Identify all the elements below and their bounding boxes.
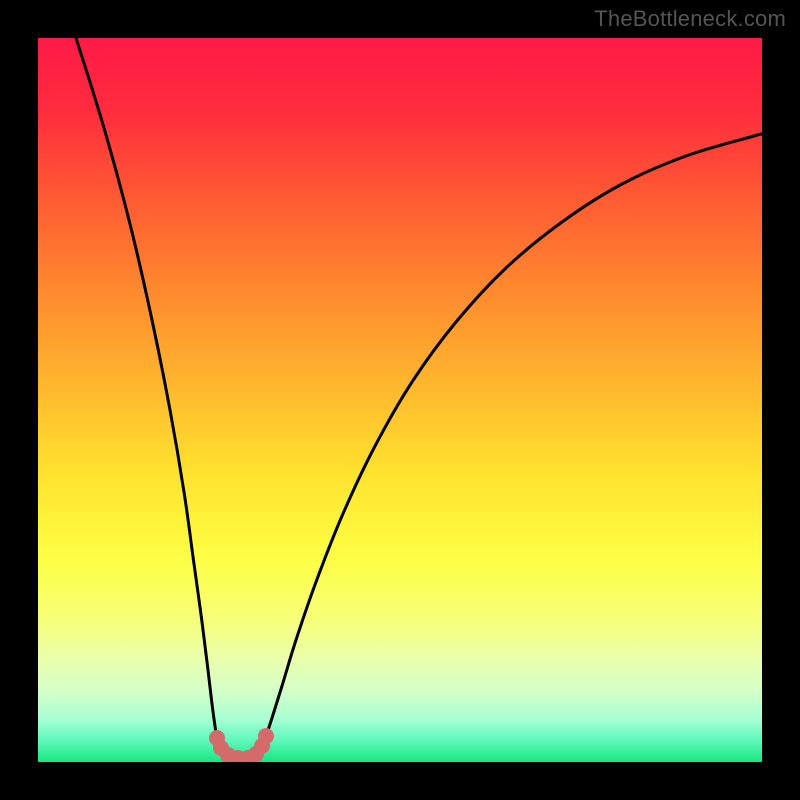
curve-line <box>76 38 762 758</box>
chart-frame: TheBottleneck.com <box>0 0 800 800</box>
trough-markers <box>209 728 274 762</box>
watermark-text: TheBottleneck.com <box>594 6 786 32</box>
plot-area <box>38 38 762 762</box>
trough-dot <box>258 728 274 744</box>
bottleneck-curve <box>38 38 762 762</box>
